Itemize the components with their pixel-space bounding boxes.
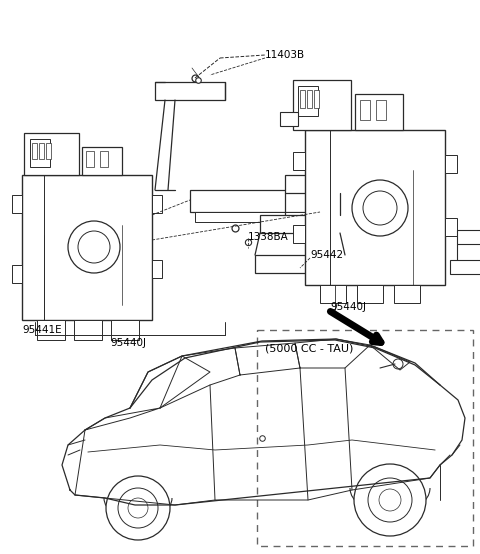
Bar [155,82,225,100]
Circle shape [354,464,426,536]
Bar [293,225,305,243]
Bar [152,260,162,278]
Bar [100,151,108,167]
Bar [457,230,480,244]
Bar [285,175,340,193]
Text: 95440J: 95440J [330,302,366,312]
Circle shape [68,221,120,273]
Bar [357,285,383,303]
Bar [82,147,122,175]
Bar [260,215,340,233]
Bar [111,320,139,340]
Bar [152,195,162,213]
Bar [305,130,445,285]
Bar [293,80,351,130]
Circle shape [363,191,397,225]
Text: 95442: 95442 [310,250,343,260]
Text: 95441E: 95441E [22,325,61,335]
Text: 11403B: 11403B [265,50,305,60]
Bar [32,143,37,159]
Bar [355,94,403,130]
Text: 1338BA: 1338BA [248,232,289,242]
FancyArrowPatch shape [330,311,381,342]
Text: 95440J: 95440J [110,338,146,348]
Bar [46,143,51,159]
Bar [293,152,305,170]
Bar [445,155,457,173]
Bar [307,90,312,108]
Bar [24,133,79,175]
Circle shape [118,488,158,528]
Bar [394,285,420,303]
Circle shape [393,359,403,369]
Bar [255,255,345,273]
Bar [445,218,457,236]
Bar [280,112,298,126]
Bar [360,100,370,120]
Bar [320,285,346,303]
Bar [39,143,44,159]
Circle shape [379,489,401,511]
Bar [12,265,22,283]
Bar [300,90,305,108]
Bar [314,90,319,108]
Circle shape [128,498,148,518]
Circle shape [78,231,110,263]
Bar [190,190,320,212]
Bar [74,320,102,340]
Bar [30,139,50,167]
Text: (5000 CC - TAU): (5000 CC - TAU) [265,343,353,353]
Bar [376,100,386,120]
Bar [37,320,65,340]
Circle shape [352,180,408,236]
Bar [22,175,152,320]
Bar [86,151,94,167]
Bar [195,212,315,222]
Bar [450,260,480,274]
Bar [298,86,318,116]
Circle shape [368,478,412,522]
Circle shape [106,476,170,540]
Bar [257,330,473,546]
Bar [12,195,22,213]
